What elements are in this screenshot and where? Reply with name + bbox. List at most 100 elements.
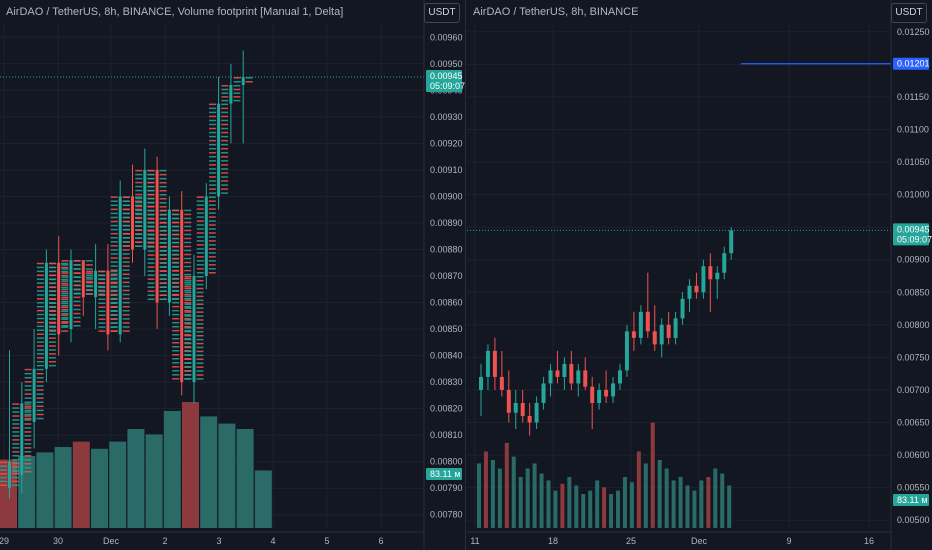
footprint-row <box>196 350 204 353</box>
left-currency-button[interactable]: USDT <box>424 3 460 23</box>
footprint-row <box>221 192 229 194</box>
footprint-row <box>184 307 192 309</box>
footprint-row <box>184 291 192 294</box>
volume-bar <box>145 434 163 528</box>
time-tick-label: 2 <box>162 536 167 546</box>
footprint-row <box>196 323 204 325</box>
volume-bar <box>727 485 732 528</box>
grid-lines <box>467 24 891 528</box>
footprint-row <box>110 236 118 239</box>
footprint-row <box>73 288 81 291</box>
left-chart-canvas[interactable]: 0.009600.009500.009400.009300.009200.009… <box>0 0 466 550</box>
footprint-row <box>184 295 192 298</box>
candle-body <box>708 266 713 280</box>
footprint-row <box>36 270 44 273</box>
footprint-row <box>172 269 180 272</box>
footprint-row <box>61 272 69 274</box>
candle-body <box>548 370 553 384</box>
right-chart-legend: AirDAO / TetherUS, 8h, BINANCE <box>473 6 639 18</box>
footprint-row <box>196 346 204 349</box>
footprint-row <box>36 349 44 351</box>
footprint-row <box>123 220 130 223</box>
candle-body <box>229 85 233 104</box>
footprint-row <box>147 177 155 180</box>
candle <box>680 292 685 325</box>
time-tick-label: 9 <box>786 536 791 546</box>
volume-bar <box>664 468 669 528</box>
footprint-row <box>147 222 155 224</box>
footprint-row <box>24 466 32 469</box>
footprint-row <box>209 160 217 162</box>
candle <box>618 363 622 390</box>
footprint-row <box>123 224 130 227</box>
footprint-row <box>110 196 118 198</box>
price-tick-label: 0.00880 <box>430 244 463 254</box>
candles <box>479 227 734 436</box>
footprint-row <box>73 293 81 295</box>
footprint-row <box>135 197 143 200</box>
footprint-row <box>49 266 57 269</box>
footprint-row <box>172 213 180 216</box>
footprint-row <box>24 413 32 416</box>
footprint-row <box>123 204 130 207</box>
footprint-row <box>36 321 44 324</box>
footprint-row <box>184 297 192 300</box>
footprint-row <box>221 147 229 150</box>
candle-body <box>192 276 196 383</box>
footprint-row <box>36 364 44 367</box>
volume-bar <box>553 490 558 528</box>
footprint-row <box>36 274 44 277</box>
footprint-row <box>209 192 217 194</box>
footprint-row <box>172 281 180 284</box>
footprint-row <box>86 282 94 284</box>
candle-body <box>499 376 504 390</box>
footprint-row <box>172 237 180 240</box>
footprint-row <box>184 287 192 290</box>
footprint-row <box>172 342 180 344</box>
footprint-row <box>172 305 180 308</box>
left-chart-pane[interactable]: 0.009600.009500.009400.009300.009200.009… <box>0 0 466 550</box>
footprint-row <box>98 314 106 316</box>
footprint-row <box>36 401 44 403</box>
footprint-row <box>172 253 180 256</box>
price-tick-label: 0.00870 <box>430 271 463 281</box>
footprint-row <box>196 358 204 361</box>
footprint-row <box>110 297 118 300</box>
footprint-row <box>147 234 155 236</box>
right-chart-canvas[interactable]: 0.012500.012000.011500.011000.010500.010… <box>467 0 932 550</box>
footprint-row <box>208 196 216 198</box>
footprint-row <box>61 310 69 312</box>
volume-bar <box>200 416 218 528</box>
footprint-row <box>147 230 155 232</box>
volume-bar <box>127 429 145 528</box>
footprint-row <box>184 269 192 272</box>
time-tick-label: Dec <box>103 536 120 546</box>
footprint-row <box>61 278 69 281</box>
footprint-row <box>208 228 216 230</box>
footprint-row <box>196 260 204 262</box>
footprint-row <box>86 270 94 273</box>
footprint-row <box>159 213 167 216</box>
candle <box>506 370 511 423</box>
footprint-row <box>196 224 204 226</box>
footprint-row <box>221 160 229 162</box>
right-currency-button[interactable]: USDT <box>891 3 927 23</box>
price-tick-label: 0.01100 <box>897 124 929 134</box>
footprint-row <box>0 469 7 471</box>
footprint-row <box>49 302 57 305</box>
right-chart-pane[interactable]: 0.012500.012000.011500.011000.010500.010… <box>467 0 932 550</box>
volume-bar <box>602 487 607 528</box>
footprint-row <box>147 181 155 184</box>
footprint-row <box>147 226 155 228</box>
candle <box>631 311 636 351</box>
footprint-row <box>98 306 106 309</box>
footprint-row <box>48 364 56 367</box>
footprint-row <box>184 378 192 380</box>
footprint-row <box>159 246 167 248</box>
footprint-row <box>49 326 57 328</box>
price-tick-label: 0.00900 <box>430 191 463 201</box>
footprint-row <box>159 294 167 296</box>
footprint-row <box>12 415 20 417</box>
footprint-row <box>110 216 118 219</box>
footprint-row <box>110 294 118 297</box>
